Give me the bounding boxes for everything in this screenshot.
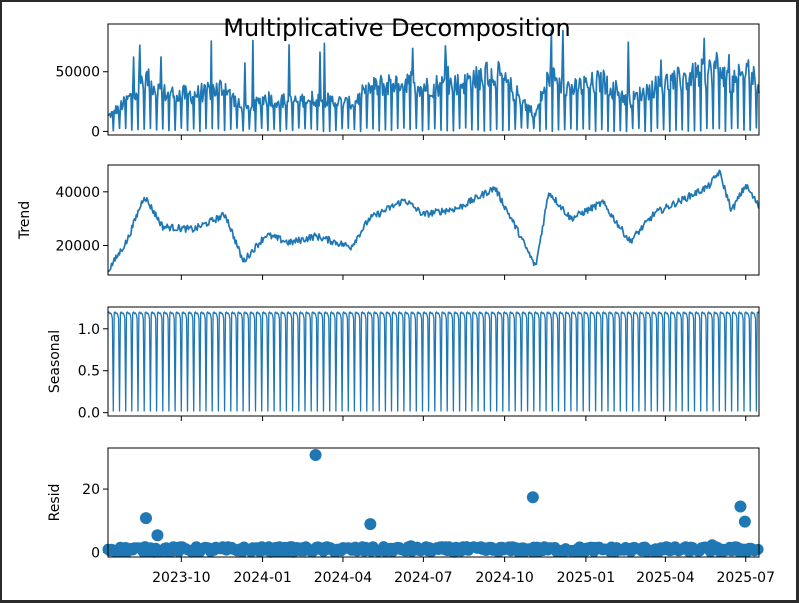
resid-outlier-point [139,512,152,525]
trend-ylabel: Trend [17,201,33,240]
resid-baseline-points [102,541,764,558]
x-tick-label: 2023-10 [152,570,211,586]
resid-outlier-point [457,541,470,554]
trend-ytick-label: 20000 [55,238,100,254]
chart-title: Multiplicative Decomposition [223,14,570,42]
seasonal-series-line [107,311,760,412]
observed-axes-frame [107,23,760,136]
seasonal-axes-frame [107,306,760,417]
x-tick-label: 2024-01 [233,570,292,586]
resid-ylabel: Resid [47,484,63,522]
resid-outlier-point [404,540,417,553]
resid-outlier-point [151,529,164,542]
resid-ytick-label: 0 [91,545,100,561]
x-tick-label: 2024-10 [475,570,534,586]
resid-outlier-point [309,448,322,461]
resid-ytick-label: 20 [82,482,100,498]
x-tick-label: 2025-07 [717,570,776,586]
trend-series-line [107,169,760,273]
observed-ytick-label: 50000 [55,65,100,81]
x-tick-label: 2025-04 [636,570,695,586]
seasonal-ytick-label: 1.0 [78,322,100,338]
seasonal-ytick-label: 0.5 [78,364,100,380]
x-tick-label: 2025-01 [557,570,616,586]
resid-outlier-point [706,539,719,552]
observed-ytick-label: 0 [91,124,100,140]
x-tick-label: 2024-07 [394,570,453,586]
x-tick-label: 2024-04 [314,570,373,586]
seasonal-ylabel: Seasonal [47,330,63,393]
resid-point [752,543,764,555]
resid-outlier-point [738,515,751,528]
observed-series-line [107,29,760,133]
resid-outlier-point [734,500,747,513]
resid-outlier-point [364,518,377,531]
trend-axes-frame [107,164,760,276]
seasonal-ytick-label: 0.0 [78,406,100,422]
trend-ytick-label: 40000 [55,185,100,201]
resid-axes-frame [107,447,760,558]
resid-outlier-point [526,491,539,504]
